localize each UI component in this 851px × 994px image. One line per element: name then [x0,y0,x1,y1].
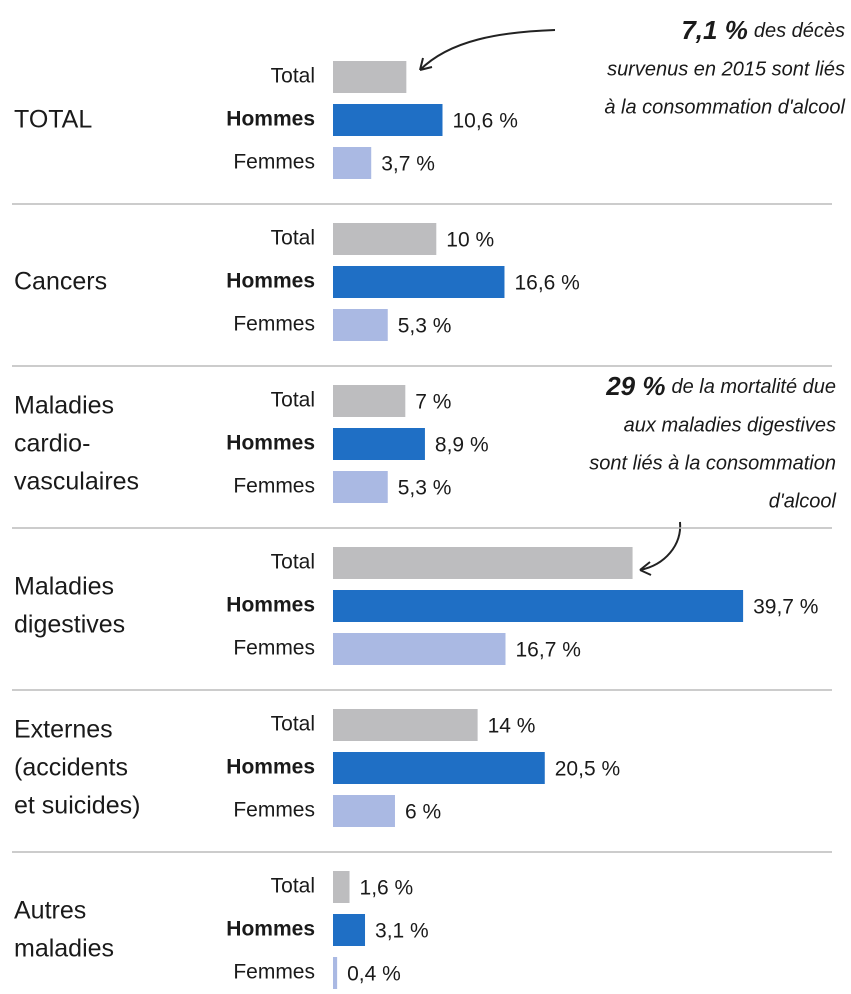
annotation-text: des décès [754,20,845,42]
bar [333,104,443,136]
annotation-bold: 29 % [605,371,665,401]
arrow-head [639,561,652,576]
annotation: aux maladies digestives [624,414,836,436]
bar [333,957,338,989]
series-label: Total [271,551,315,574]
arrow [639,521,682,571]
arrow [419,29,556,71]
bar [333,428,425,460]
series-label: Hommes [226,270,315,293]
value-label: 7 % [415,391,451,414]
annotation: à la consommation d'alcool [604,96,845,118]
value-label: 16,7 % [516,639,581,662]
value-label: 39,7 % [753,596,818,619]
value-label: 5,3 % [398,477,452,500]
value-label: 5,3 % [398,315,452,338]
value-label: 16,6 % [514,272,579,295]
series-label: Hommes [226,918,315,941]
series-label: Femmes [233,313,315,336]
bar [333,752,545,784]
value-label: 20,5 % [555,758,620,781]
bar [333,914,366,946]
category-label: digestives [14,611,125,639]
annotation: survenus en 2015 sont liés [607,58,845,80]
series-label: Hommes [226,108,315,131]
bar [333,871,350,903]
annotation: sont liés à la consommation [589,452,836,474]
value-label: 10,6 % [452,110,517,133]
bar [333,590,744,622]
series-label: Total [271,875,315,898]
value-label: 0,4 % [347,963,401,986]
bar [333,633,506,665]
series-label: Total [271,65,315,88]
series-label: Hommes [226,594,315,617]
category-label: et suicides) [14,792,140,820]
series-label: Total [271,389,315,412]
bar [333,309,388,341]
category-label: Externes [14,716,113,744]
series-label: Femmes [233,637,315,660]
bar [333,471,388,503]
category-label: cardio- [14,430,90,458]
series-label: Femmes [233,799,315,822]
value-label: 10 % [446,229,494,252]
category-label: (accidents [14,754,128,782]
bar [333,223,437,255]
series-label: Total [271,227,315,250]
category-label: vasculaires [14,468,139,496]
arrow-head [419,57,433,71]
bar [333,147,372,179]
value-label: 3,1 % [375,920,429,943]
bar [333,61,407,93]
series-label: Hommes [226,432,315,455]
bar [333,709,478,741]
series-label: Total [271,713,315,736]
series-label: Femmes [233,151,315,174]
bar [333,266,505,298]
value-label: 3,7 % [381,153,435,176]
category-label: Maladies [14,573,114,601]
bar [333,547,633,579]
annotation: d'alcool [769,490,837,512]
category-label: Maladies [14,392,114,420]
value-label: 14 % [488,715,536,738]
series-label: Femmes [233,961,315,984]
series-label: Hommes [226,756,315,779]
annotation-text: de la mortalité due [671,376,836,398]
annotation: 29 % de la mortalité due [605,371,836,401]
category-label: Cancers [14,268,107,296]
annotation-bold: 7,1 % [681,15,748,45]
category-label: Autres [14,897,86,925]
value-label: 6 % [405,801,441,824]
value-label: 8,9 % [435,434,489,457]
bar [333,795,395,827]
category-label: maladies [14,935,114,963]
value-label: 1,6 % [360,877,414,900]
bar [333,385,406,417]
series-label: Femmes [233,475,315,498]
category-label: TOTAL [14,106,92,134]
annotation: 7,1 % des décès [681,15,845,45]
